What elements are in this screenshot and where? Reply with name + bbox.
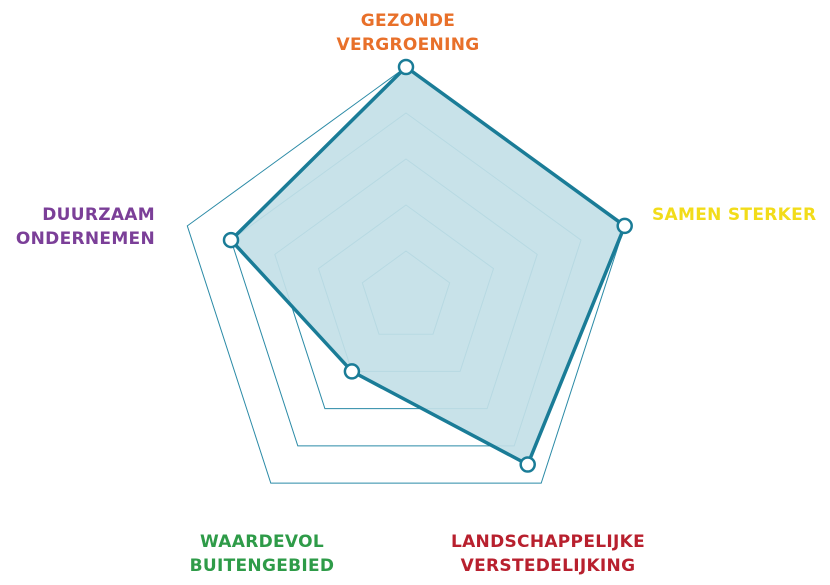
axis-label-line: VERGROENING: [336, 35, 479, 55]
axis-label-3: LANDSCHAPPELIJKE VERSTEDELIJKING: [451, 532, 645, 576]
data-point-3: [519, 456, 536, 473]
axis-label-line: LANDSCHAPPELIJKE: [451, 532, 645, 552]
data-point-1: [397, 58, 415, 76]
axis-label-line: GEZONDE: [361, 11, 455, 31]
axis-label-line: ONDERNEMEN: [16, 229, 155, 249]
data-point-2: [616, 217, 633, 235]
radar-markers: [222, 58, 633, 473]
axis-label-line: BUITENGEBIED: [190, 556, 335, 576]
axis-label-4: WAARDEVOL BUITENGEBIED: [190, 532, 335, 576]
data-point-5: [222, 231, 240, 249]
axis-label-5: DUURZAAM ONDERNEMEN: [16, 205, 155, 249]
axis-label-1: GEZONDE VERGROENING: [336, 11, 479, 55]
axis-label-line: DUURZAAM: [42, 205, 155, 225]
axis-label-line: VERSTEDELIJKING: [461, 556, 636, 576]
axis-labels: GEZONDE VERGROENING SAMEN STERKER LANDSCHAP…: [16, 11, 816, 576]
radar-series: [228, 64, 627, 467]
data-point-4: [343, 363, 361, 380]
axis-label-line: SAMEN STERKER: [652, 205, 816, 225]
axis-label-line: WAARDEVOL: [200, 532, 324, 552]
series-area: [228, 64, 627, 467]
axis-label-2: SAMEN STERKER: [652, 205, 816, 225]
